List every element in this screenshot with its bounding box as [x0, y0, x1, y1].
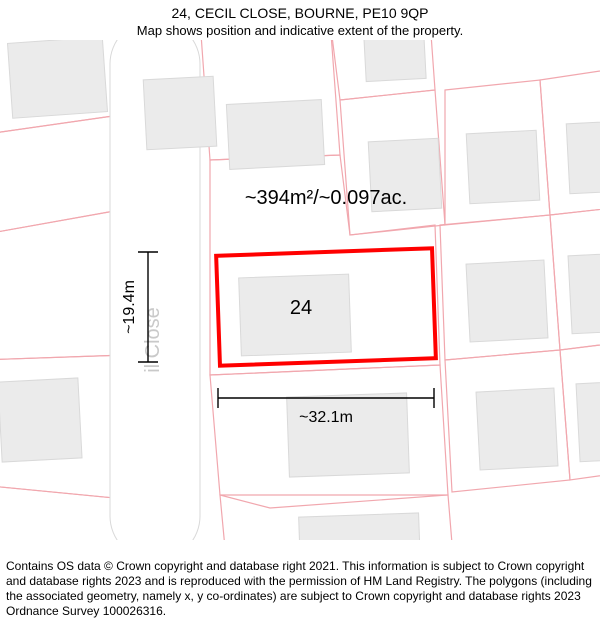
measure-width-label: ~32.1m	[299, 409, 353, 426]
building	[7, 40, 107, 118]
building	[566, 120, 600, 194]
header: 24, CECIL CLOSE, BOURNE, PE10 9QP Map sh…	[0, 4, 600, 39]
street-label: il Close	[142, 307, 164, 373]
property-map: il Close 24 ~394m²/~0.097ac. ~32.1m ~19.4m	[0, 40, 600, 540]
building	[287, 393, 410, 477]
page-title: 24, CECIL CLOSE, BOURNE, PE10 9QP	[0, 4, 600, 22]
building	[364, 40, 426, 82]
building	[0, 378, 82, 462]
building	[299, 513, 422, 540]
building	[466, 130, 540, 204]
page-root: 24, CECIL CLOSE, BOURNE, PE10 9QP Map sh…	[0, 0, 600, 625]
area-label: ~394m²/~0.097ac.	[245, 187, 407, 209]
building	[466, 260, 548, 342]
building	[143, 76, 217, 150]
building	[476, 388, 558, 470]
building	[576, 380, 600, 462]
building	[568, 252, 600, 334]
house-number-label: 24	[290, 297, 312, 319]
measure-height-label: ~19.4m	[121, 280, 138, 334]
building	[226, 100, 324, 170]
copyright-footer: Contains OS data © Crown copyright and d…	[6, 559, 594, 619]
page-subtitle: Map shows position and indicative extent…	[0, 22, 600, 39]
